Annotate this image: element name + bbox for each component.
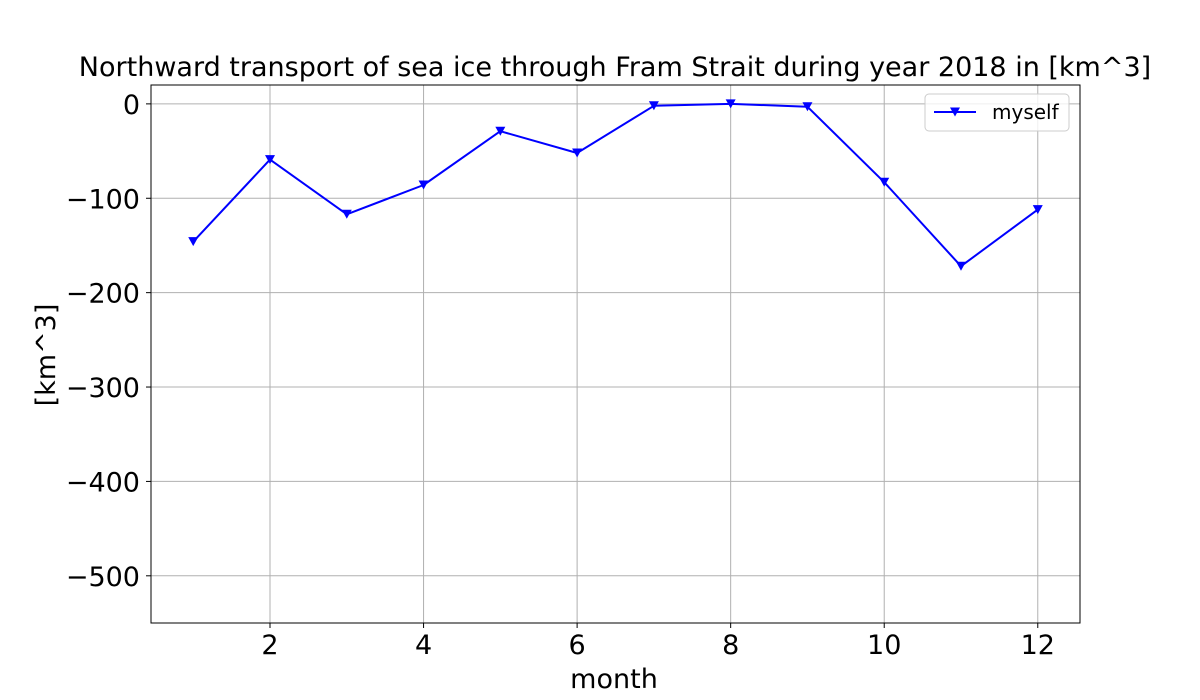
y-tick-label: −100 bbox=[66, 184, 140, 215]
data-point-marker[interactable] bbox=[879, 177, 890, 187]
y-tick-label: −400 bbox=[66, 467, 140, 498]
legend-label: myself bbox=[992, 100, 1060, 124]
data-point-marker[interactable] bbox=[265, 155, 276, 165]
axis-ticks: 2 4 6 8 10 12 0 −100 −200 −300 −400 −500 bbox=[66, 90, 1055, 661]
x-axis-label: month bbox=[570, 664, 658, 695]
chart-title: Northward transport of sea ice through F… bbox=[79, 52, 1151, 83]
data-point-marker[interactable] bbox=[341, 209, 352, 219]
data-point-marker[interactable] bbox=[802, 102, 813, 112]
x-tick-label: 6 bbox=[569, 630, 586, 661]
data-point-marker[interactable] bbox=[418, 180, 429, 190]
y-tick-label: −500 bbox=[66, 562, 140, 593]
x-tick-label: 8 bbox=[722, 630, 739, 661]
x-tick-label: 4 bbox=[415, 630, 432, 661]
data-point-marker[interactable] bbox=[1032, 205, 1043, 215]
data-series bbox=[188, 99, 1043, 271]
legend[interactable]: myself bbox=[924, 93, 1070, 132]
data-point-marker[interactable] bbox=[648, 101, 659, 111]
x-tick-label: 12 bbox=[1021, 630, 1055, 661]
legend-box bbox=[924, 93, 1070, 132]
y-tick-label: −200 bbox=[66, 279, 140, 310]
data-point-marker[interactable] bbox=[495, 126, 506, 136]
data-point-marker[interactable] bbox=[955, 261, 966, 271]
data-point-marker[interactable] bbox=[725, 99, 736, 109]
x-tick-label: 2 bbox=[261, 630, 278, 661]
legend-marker-swatch bbox=[950, 107, 960, 117]
data-point-marker[interactable] bbox=[572, 148, 583, 158]
y-axis-label: [km^3] bbox=[31, 304, 62, 407]
series-line bbox=[192, 102, 1039, 268]
y-tick-label: 0 bbox=[123, 90, 140, 121]
plot-frame bbox=[150, 84, 1081, 624]
x-tick-label: 10 bbox=[867, 630, 901, 661]
y-tick-label: −300 bbox=[66, 373, 140, 404]
data-point-marker[interactable] bbox=[188, 237, 199, 247]
